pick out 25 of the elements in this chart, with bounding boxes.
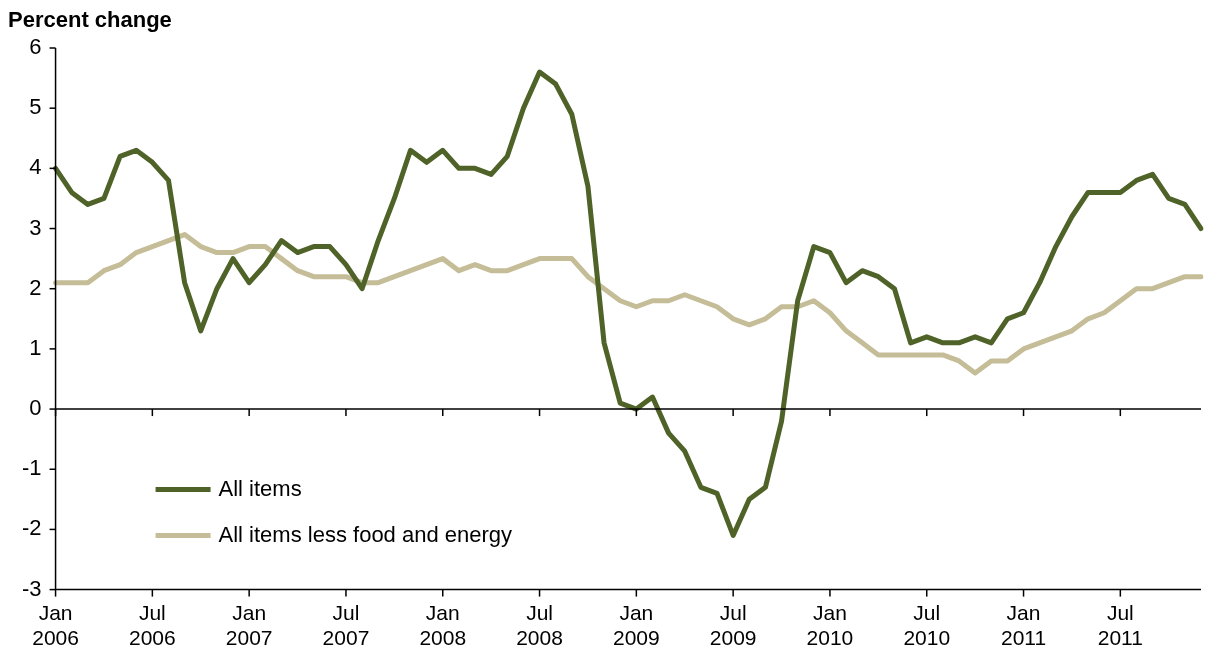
x-tick-label: Jul 2011 [1097, 601, 1143, 650]
legend-label: All items less food and energy [218, 521, 513, 547]
x-tick-label: Jul 2010 [903, 601, 951, 650]
y-tick-label: 5 [29, 94, 42, 120]
legend-label: All items [218, 475, 302, 501]
x-tick-label: Jan 2006 [32, 601, 79, 650]
x-tick-label: Jan 2007 [225, 601, 273, 650]
y-tick-label: -1 [22, 455, 42, 481]
y-tick-label: -2 [22, 515, 42, 541]
y-tick-label: 2 [29, 274, 42, 300]
x-tick-label: Jan 2011 [1000, 601, 1047, 650]
x-tick-label: Jan 2009 [612, 601, 660, 650]
x-tick-label: Jul 2006 [129, 601, 176, 650]
y-tick-label: 3 [29, 214, 42, 240]
y-tick-label: -3 [22, 575, 42, 601]
y-tick-label: 4 [29, 154, 42, 180]
y-tick-label: 0 [29, 395, 42, 421]
x-tick-label: Jan 2010 [806, 601, 854, 650]
y-tick-label: 1 [29, 334, 42, 360]
x-tick-label: Jul 2009 [709, 601, 757, 650]
x-tick-label: Jul 2008 [516, 601, 563, 650]
y-tick-label: 6 [29, 34, 42, 60]
x-tick-label: Jul 2007 [322, 601, 370, 650]
y-axis-title: Percent change [8, 7, 172, 33]
x-tick-label: Jan 2008 [419, 601, 467, 650]
